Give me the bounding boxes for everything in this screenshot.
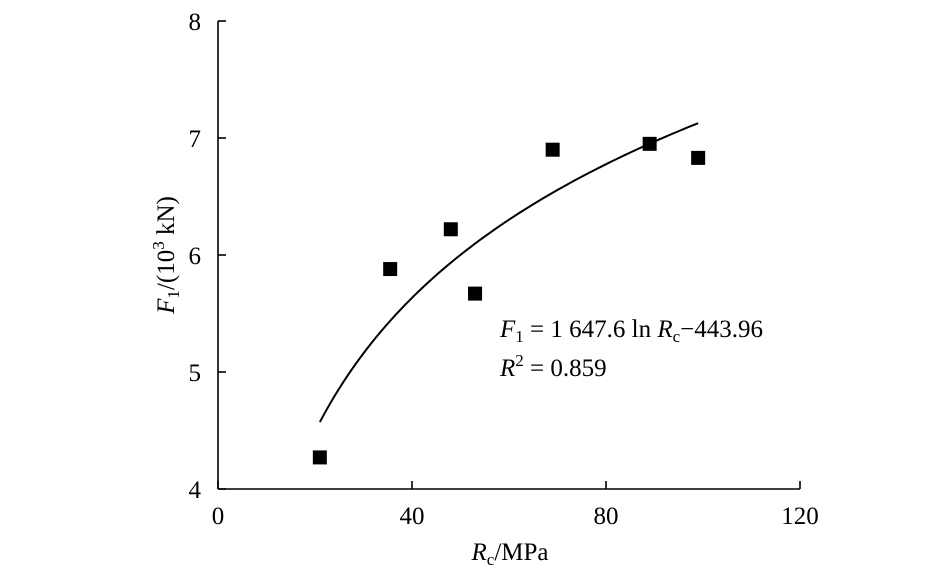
y-axis-label: F1/(103 kN) <box>149 196 183 315</box>
x-tick-label: 0 <box>212 503 225 530</box>
data-point <box>691 150 706 165</box>
data-point <box>312 450 327 465</box>
x-tick-label: 120 <box>781 503 819 530</box>
x-axis-label: Rc/MPa <box>470 539 548 569</box>
data-points <box>312 136 706 465</box>
y-tick-label: 5 <box>189 360 202 387</box>
data-point <box>545 142 560 157</box>
x-tick-label: 80 <box>594 503 619 530</box>
data-point <box>443 222 458 237</box>
y-tick-label: 7 <box>189 126 202 153</box>
x-axis: 0 40 80 120 <box>212 481 819 530</box>
data-point <box>468 286 483 301</box>
r-squared: R2 = 0.859 <box>499 351 607 382</box>
y-tick-label: 4 <box>189 477 202 504</box>
x-tick-label: 40 <box>400 503 425 530</box>
data-point <box>642 136 657 151</box>
fit-curve <box>318 122 699 423</box>
data-point <box>383 262 398 277</box>
fit-equation: F1 = 1 647.6 ln Rc−443.96 <box>499 316 763 346</box>
y-tick-label: 6 <box>189 243 202 270</box>
y-axis: 4 5 6 7 8 <box>189 9 226 504</box>
y-tick-label: 8 <box>189 9 202 36</box>
